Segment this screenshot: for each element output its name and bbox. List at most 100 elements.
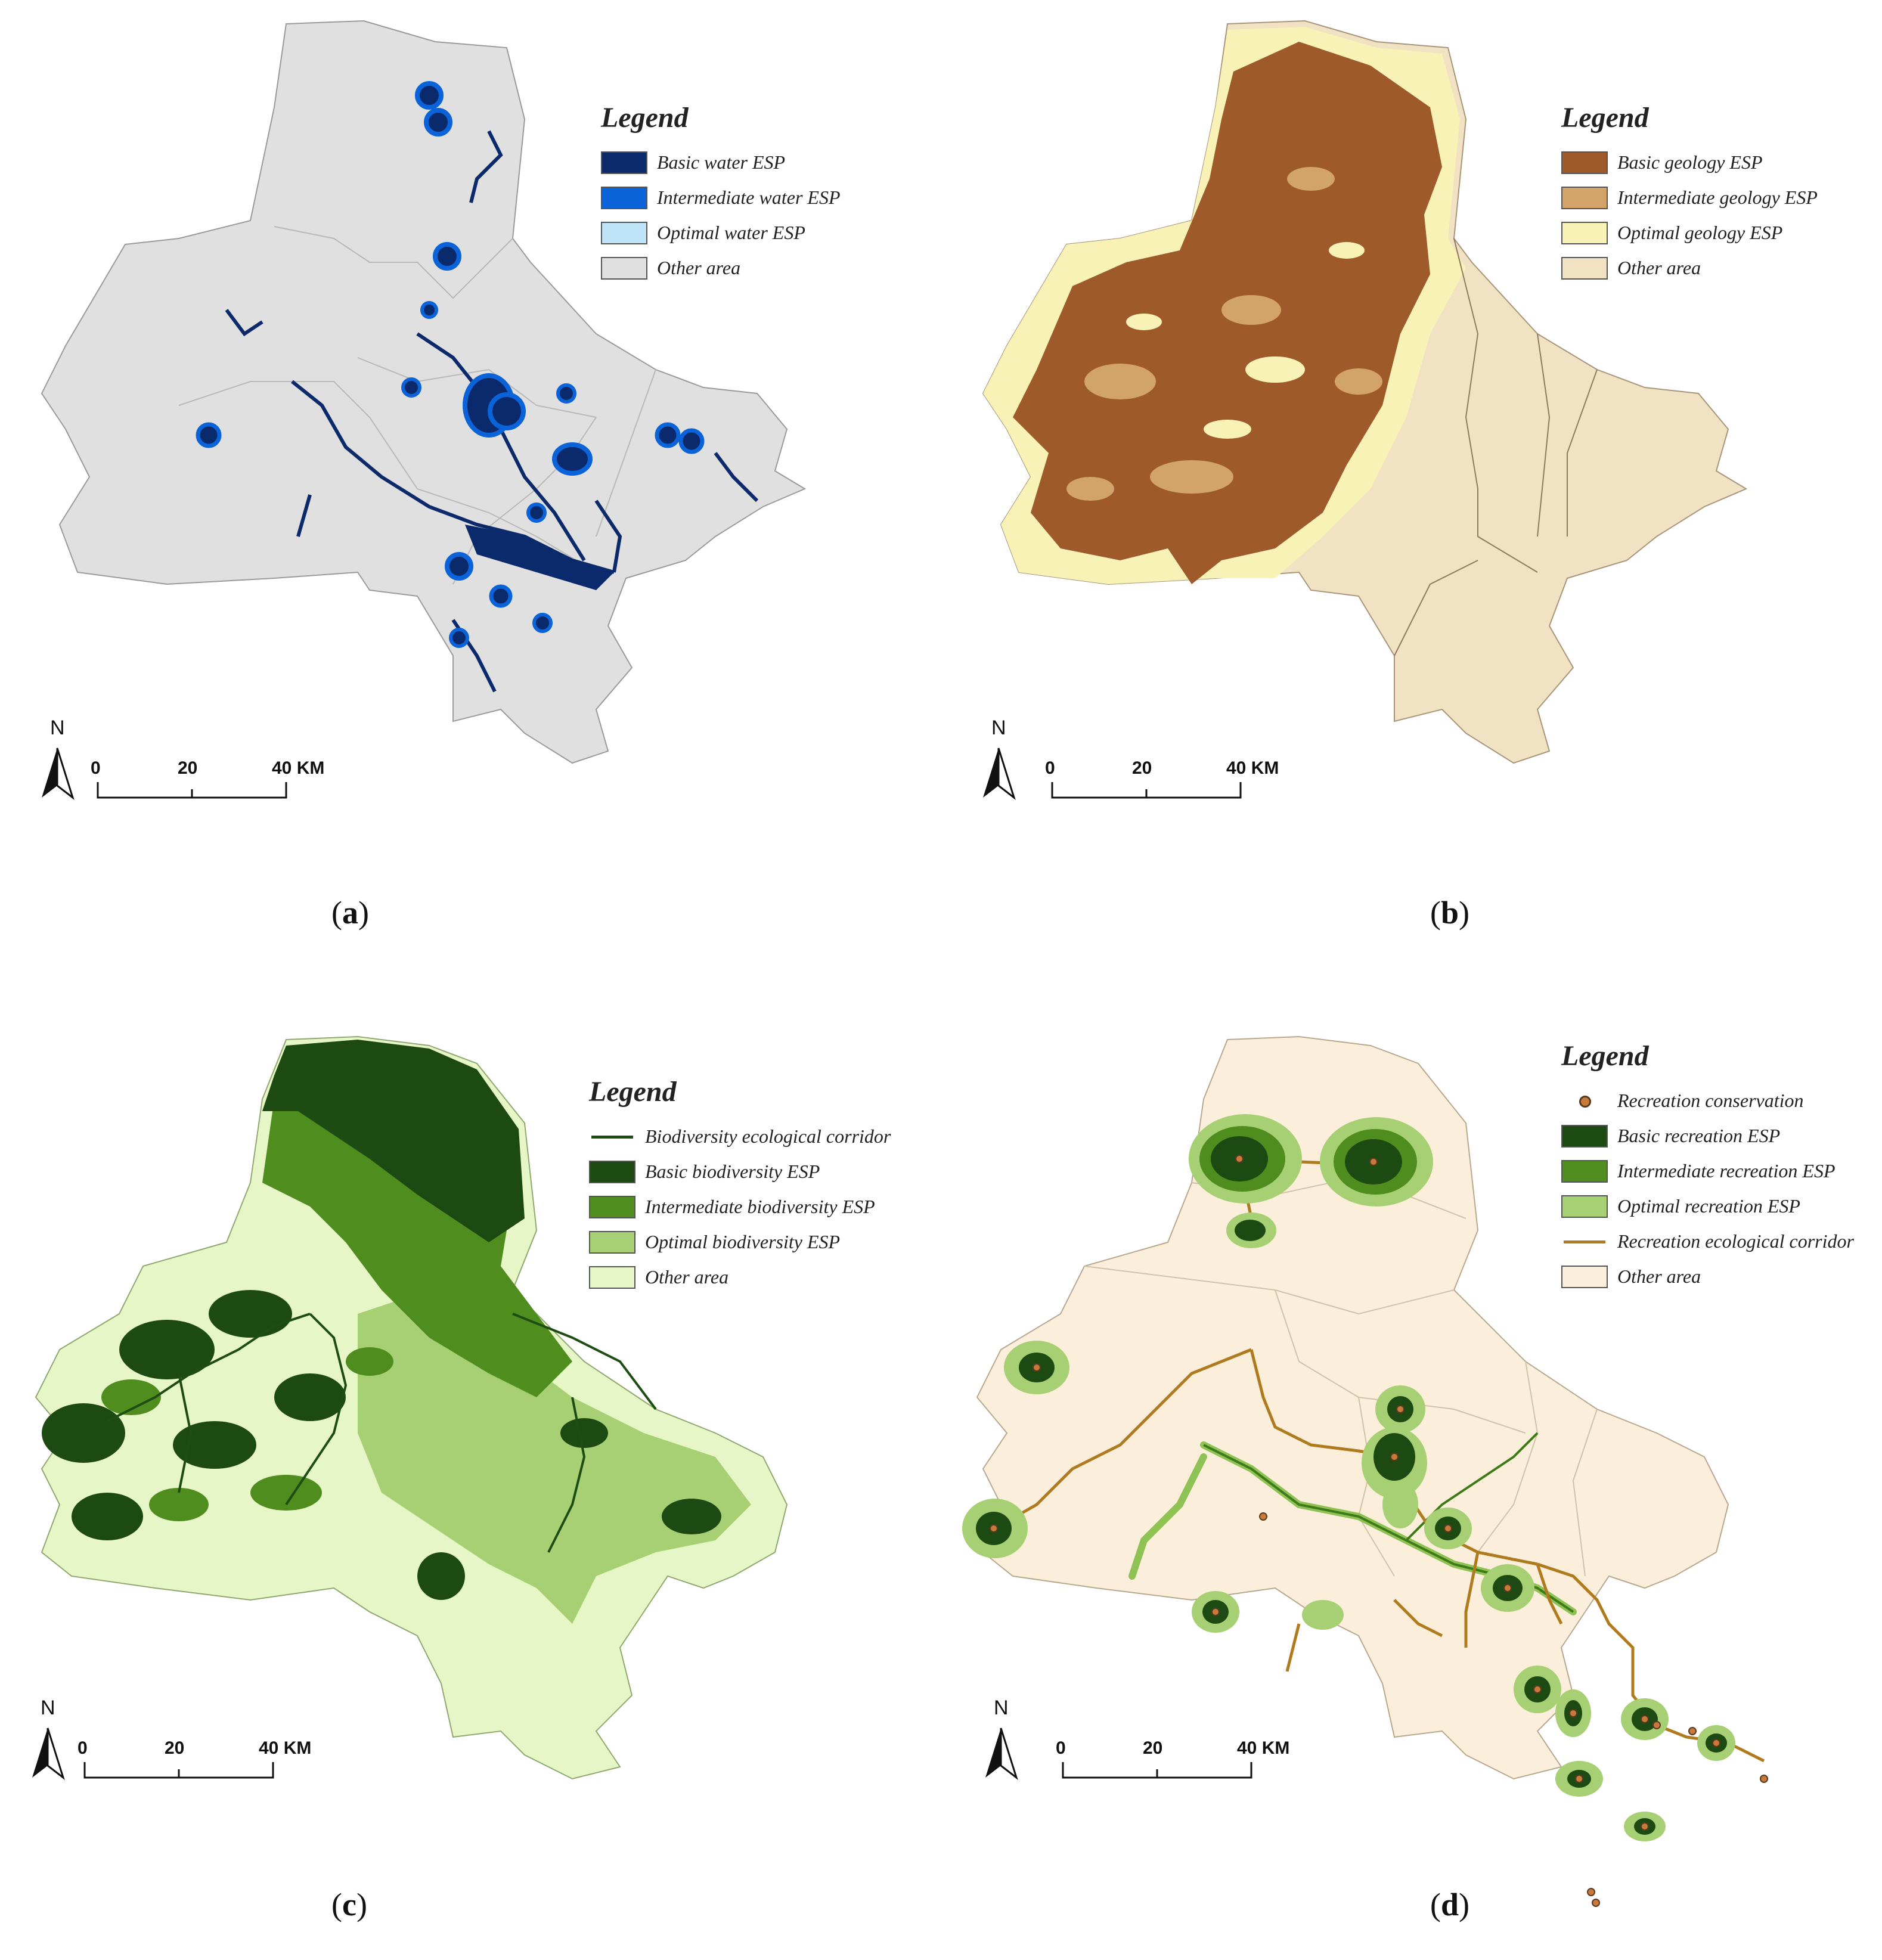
legend-swatch [589,1266,635,1289]
geology-light-patches-b [1126,242,1365,439]
legend-item: Recreation ecological corridor [1561,1224,1854,1259]
intermediate-biodiversity-patches-c [101,1347,393,1521]
north-label: N [41,1697,55,1719]
legend-item: Other area [601,250,840,286]
legend-swatch [601,151,647,174]
legend-label: Recreation conservation [1617,1090,1804,1111]
recreation-cluster [1189,1114,1302,1204]
legend-c: Legend Biodiversity ecological corridor … [589,1075,891,1295]
caption-letter: b [1440,895,1459,931]
caption-letter: d [1440,1887,1459,1922]
legend-label: Optimal water ESP [657,222,805,243]
north-label: N [994,1697,1009,1719]
recreation-cluster [1362,1427,1427,1528]
panel-c: N 0 20 40 KM Legend Biodiversity ecologi… [0,980,941,1960]
panel-caption-d: (d) [1430,1887,1470,1922]
legend-swatch [1561,1124,1608,1148]
legend-item: Intermediate geology ESP [1561,180,1818,215]
legend-label: Optimal biodiversity ESP [645,1231,841,1252]
legend-swatch [1561,221,1608,244]
north-arrow-d [985,1728,1018,1781]
caption-letter: a [342,895,358,931]
scale-bar-a: 0 20 40 KM [91,758,324,799]
legend-label: Optimal geology ESP [1617,222,1783,243]
legend-item: Other area [1561,1259,1854,1294]
optimal-biodiversity-c [358,1290,751,1624]
panel-b: N 0 20 40 KM Legend Basic geology ESP In… [941,0,1882,980]
scale-tick-20: 20 [1132,758,1152,778]
legend-item: Basic recreation ESP [1561,1118,1854,1153]
legend-swatch [1561,1090,1608,1112]
legend-swatch [589,1125,635,1148]
scale-bar-c: 0 20 40 KM [77,1738,311,1779]
scale-tick-40km: 40 KM [1237,1738,1289,1758]
legend-label: Intermediate water ESP [657,187,841,208]
legend-item: Intermediate water ESP [601,180,840,215]
legend-item: Intermediate recreation ESP [1561,1153,1854,1189]
panel-a: N 0 20 40 KM Legend Basic water ESP Inte… [0,0,941,980]
scale-tick-20: 20 [165,1738,184,1758]
north-arrow-a [42,748,75,801]
basic-biodiversity-c [262,1040,525,1242]
scale-tick-20: 20 [178,758,197,778]
scale-tick-0: 0 [1056,1738,1066,1758]
map-b: N 0 20 40 KM [982,20,1748,801]
legend-label: Other area [657,257,741,278]
legend-swatch [601,256,647,280]
north-arrow-b [983,748,1016,801]
legend-label: Recreation ecological corridor [1617,1230,1854,1252]
legend-swatch [589,1195,635,1218]
scale-tick-40km: 40 KM [1226,758,1279,778]
scale-bar-b: 0 20 40 KM [1045,758,1279,799]
legend-item: Optimal biodiversity ESP [589,1224,891,1260]
legend-item: Other area [1561,250,1818,286]
legend-d: Legend Recreation conservation Basic rec… [1561,1040,1854,1294]
legend-title: Legend [601,102,689,134]
legend-swatch [1561,1230,1608,1253]
legend-swatch [1561,151,1608,174]
scale-tick-0: 0 [77,1738,88,1758]
legend-label: Other area [645,1266,729,1288]
basic-biodiversity-patches-c [42,1290,721,1600]
scale-tick-0: 0 [91,758,101,778]
legend-label: Intermediate geology ESP [1617,187,1818,208]
legend-item: Intermediate biodiversity ESP [589,1189,891,1224]
map-d: N 0 20 40 KM [962,1035,1768,1907]
recreation-cluster [1302,1600,1344,1630]
legend-item: Optimal recreation ESP [1561,1189,1854,1224]
legend-swatch [1561,1265,1608,1288]
caption-letter: c [342,1887,356,1922]
legend-item: Optimal water ESP [601,215,840,250]
legend-item: Basic geology ESP [1561,145,1818,180]
biodiversity-corridors-c [107,1313,657,1553]
legend-item: Optimal geology ESP [1561,215,1818,250]
legend-item: Basic biodiversity ESP [589,1154,891,1189]
legend-label: Basic geology ESP [1617,151,1763,173]
legend-label: Basic recreation ESP [1617,1125,1781,1146]
panel-caption-a: (a) [331,895,369,931]
region-outline-a [41,20,807,764]
legend-item: Recreation conservation [1561,1083,1854,1118]
legend-label: Optimal recreation ESP [1617,1195,1800,1217]
scale-bar-d: 0 20 40 KM [1056,1738,1289,1779]
water-patches-a [196,81,705,648]
recreation-conservation-points-d [990,1155,1768,1907]
north-label: N [50,717,65,739]
legend-swatch [1561,1195,1608,1218]
scale-tick-40km: 40 KM [259,1738,311,1758]
legend-title: Legend [1561,102,1649,134]
scale-tick-20: 20 [1143,1738,1162,1758]
legend-label: Other area [1617,1266,1701,1287]
legend-item: Basic water ESP [601,145,840,180]
legend-swatch [601,186,647,209]
map-a: N 0 20 40 KM [41,20,807,801]
legend-swatch [601,221,647,244]
scale-tick-0: 0 [1045,758,1055,778]
panel-d: N 0 20 40 KM Legend Recreation conservat… [941,980,1882,1960]
legend-swatch [1561,186,1608,209]
intermediate-geology-b [1066,167,1382,501]
district-boundaries-b [1394,238,1598,656]
panel-caption-b: (b) [1430,895,1470,931]
legend-label: Basic water ESP [657,151,786,173]
scale-tick-40km: 40 KM [272,758,324,778]
